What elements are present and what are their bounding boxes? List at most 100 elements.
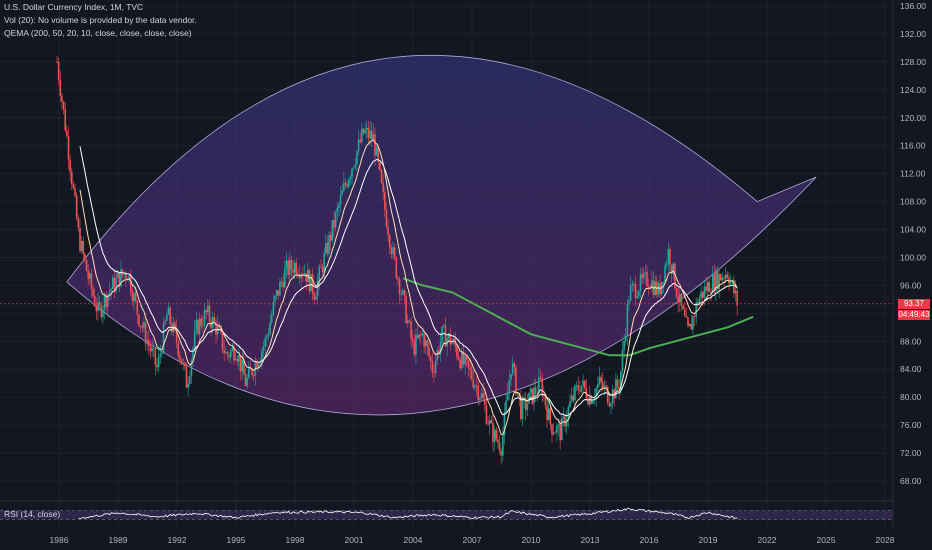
candle-body — [703, 286, 706, 298]
candle-body — [316, 280, 319, 297]
price-tick-label: 104.00 — [900, 225, 926, 235]
candle-body — [179, 355, 181, 360]
candle-body — [384, 192, 386, 210]
candle-body — [642, 273, 645, 279]
candle-body — [277, 290, 280, 296]
candle-body — [285, 260, 288, 269]
candle-body — [680, 293, 683, 306]
time-tick-label: 2016 — [640, 535, 659, 545]
candle-body — [244, 374, 247, 387]
candle-body — [503, 411, 506, 436]
candle-body — [303, 273, 306, 276]
candle-body — [706, 281, 709, 292]
candle-body — [59, 79, 62, 96]
candle-body — [420, 334, 422, 336]
candle-body — [87, 271, 89, 279]
candle-body — [600, 376, 602, 382]
candle-body — [279, 281, 281, 296]
candle-body — [421, 333, 424, 336]
price-axis[interactable]: 136.00 132.00 128.00 124.00 120.00 116.00 112.… — [900, 1, 926, 486]
candle-body — [470, 369, 473, 379]
candle-body — [379, 162, 381, 170]
candle-body — [148, 340, 150, 346]
candle-body — [115, 277, 117, 291]
candle-body — [120, 269, 122, 287]
time-axis[interactable]: 1986 1989 1992 1995 1998 2001 2004 2007 2010 2013… — [50, 535, 895, 545]
candle-body — [623, 341, 625, 351]
chart-title: U.S. Dollar Currency Index, 1M, TVC — [4, 2, 144, 12]
candle-body — [233, 347, 235, 361]
candle-body — [436, 350, 439, 361]
candle-body — [498, 442, 501, 451]
candle-body — [515, 367, 517, 395]
candle-body — [110, 288, 112, 292]
candle-body — [118, 271, 121, 287]
candle-body — [328, 234, 330, 254]
time-tick-label: 2007 — [463, 535, 482, 545]
candle-body — [690, 323, 693, 330]
candle-body — [336, 207, 339, 213]
candle-body — [588, 396, 591, 405]
candle-body — [536, 393, 539, 395]
candle-body — [542, 394, 545, 397]
candle-body — [164, 320, 166, 324]
candle-body — [464, 356, 466, 365]
candle-body — [467, 360, 470, 368]
candle-body — [161, 352, 163, 354]
candle-body — [385, 209, 388, 227]
candle-body — [693, 316, 696, 318]
candle-body — [236, 358, 239, 362]
candle-body — [416, 335, 419, 339]
price-tick-label: 96.00 — [900, 280, 922, 290]
candle-body — [605, 385, 607, 387]
candle-body — [434, 360, 437, 373]
candle-body — [677, 296, 679, 303]
candle-body — [146, 340, 148, 344]
candle-body — [270, 314, 273, 323]
candle-body — [688, 323, 691, 327]
price-tick-label: 72.00 — [900, 448, 922, 458]
candle-body — [621, 350, 624, 372]
candle-body — [116, 271, 119, 278]
candle-body — [123, 274, 126, 276]
candle-body — [631, 283, 634, 286]
candle-body — [654, 281, 657, 295]
candle-body — [529, 388, 532, 393]
countdown-tag: 04:49:43 — [898, 309, 930, 320]
candle-body — [716, 270, 719, 290]
candle-body — [93, 295, 96, 307]
candle-body — [82, 241, 85, 254]
candle-body — [105, 295, 107, 307]
candle-body — [570, 395, 573, 402]
candle-body — [231, 347, 234, 351]
candle-body — [539, 377, 542, 379]
candle-body — [572, 395, 575, 401]
candle-body — [639, 274, 642, 292]
candle-body — [365, 127, 368, 130]
candle-body — [564, 416, 566, 427]
candle-series — [56, 56, 738, 465]
candle-body — [131, 292, 134, 302]
candle-body — [246, 377, 248, 387]
last-price-tag: 93.37 — [898, 298, 930, 309]
candle-body — [193, 330, 196, 348]
candle-body — [495, 429, 498, 440]
candle-body — [185, 366, 188, 388]
candle-body — [490, 420, 493, 423]
candle-body — [85, 259, 88, 272]
candle-body — [628, 300, 630, 305]
candle-body — [64, 109, 67, 131]
candle-body — [462, 351, 465, 365]
candle-body — [583, 380, 586, 388]
candle-body — [344, 182, 347, 185]
candle-body — [400, 294, 402, 295]
candle-body — [79, 228, 81, 251]
candle-body — [184, 362, 186, 367]
candle-body — [424, 340, 427, 347]
candle-body — [667, 248, 670, 265]
candle-body — [402, 290, 404, 295]
price-tick-label: 100.00 — [900, 252, 926, 262]
candle-body — [343, 182, 345, 191]
time-tick-label: 2010 — [522, 535, 541, 545]
